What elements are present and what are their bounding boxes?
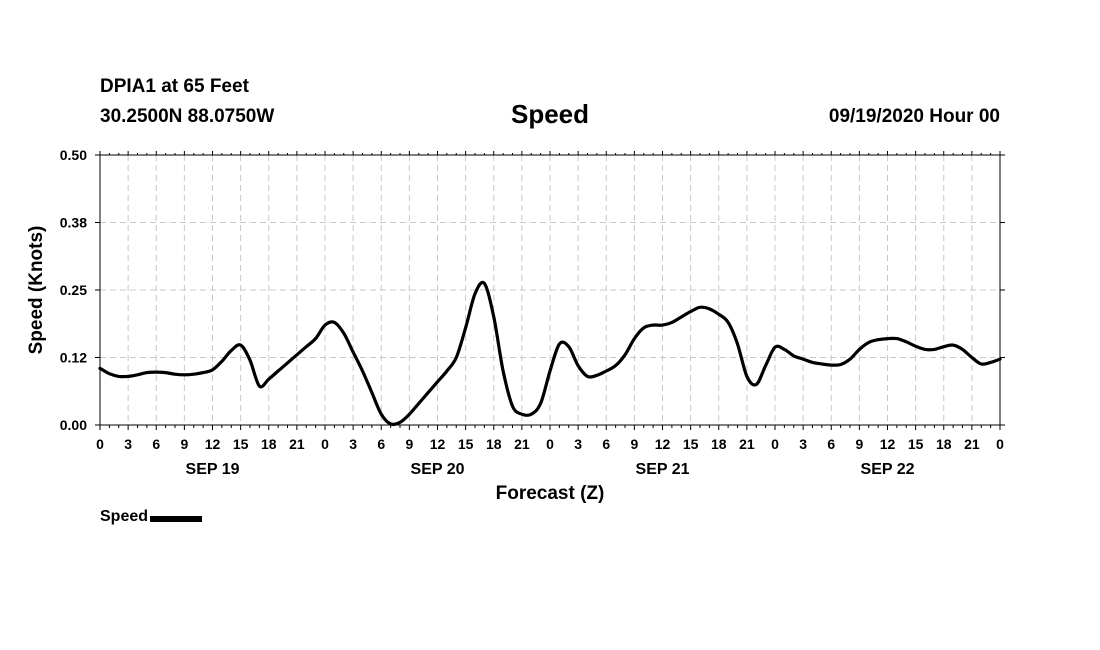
x-tick-label: 0 [96, 436, 104, 452]
chart-title: Speed [510, 99, 590, 129]
x-tick-label: 15 [233, 436, 249, 452]
y-tick-label: 0.00 [60, 417, 87, 433]
x-tick-label: 9 [180, 436, 188, 452]
y-tick-label: 0.38 [60, 215, 87, 231]
station-name: DPIA1 at 65 Feet [100, 76, 249, 97]
x-tick-label: 21 [514, 436, 530, 452]
x-tick-label: 12 [880, 436, 896, 452]
x-tick-label: 12 [655, 436, 671, 452]
day-label: SEP 19 [186, 461, 240, 478]
x-tick-label: 3 [124, 436, 132, 452]
x-tick-label: 15 [908, 436, 924, 452]
x-tick-label: 3 [349, 436, 357, 452]
x-tick-label: 6 [602, 436, 610, 452]
x-axis-label: Forecast (Z) [495, 483, 605, 504]
day-label: SEP 20 [411, 461, 465, 478]
x-tick-label: 6 [152, 436, 160, 452]
x-tick-label: 6 [377, 436, 385, 452]
day-label: SEP 22 [861, 461, 915, 478]
forecast-datetime: 09/19/2020 Hour 00 [828, 106, 1000, 127]
x-tick-label: 3 [574, 436, 582, 452]
x-tick-label: 9 [855, 436, 863, 452]
day-label: SEP 21 [636, 461, 690, 478]
x-tick-label: 0 [996, 436, 1004, 452]
y-axis-label: Speed (Knots) [26, 225, 47, 355]
x-tick-label: 21 [289, 436, 305, 452]
x-tick-label: 9 [630, 436, 638, 452]
x-tick-label: 18 [486, 436, 502, 452]
x-tick-label: 18 [936, 436, 952, 452]
x-tick-label: 9 [405, 436, 413, 452]
x-tick-label: 18 [711, 436, 727, 452]
y-tick-label: 0.50 [60, 147, 87, 163]
station-coordinates: 30.2500N 88.0750W [100, 106, 275, 127]
speed-series-line [98, 280, 1002, 427]
legend-swatch [150, 516, 203, 522]
x-tick-label: 18 [261, 436, 277, 452]
legend-label: Speed [100, 508, 149, 525]
x-tick-label: 15 [683, 436, 699, 452]
x-tick-label: 6 [827, 436, 835, 452]
x-tick-label: 12 [430, 436, 446, 452]
x-tick-label: 0 [771, 436, 779, 452]
x-tick-label: 21 [739, 436, 755, 452]
x-tick-label: 15 [458, 436, 474, 452]
x-tick-label: 12 [205, 436, 221, 452]
x-tick-label: 21 [964, 436, 980, 452]
y-tick-label: 0.25 [60, 282, 87, 298]
x-tick-label: 0 [321, 436, 329, 452]
y-tick-label: 0.12 [60, 350, 87, 366]
legend: Speed [100, 508, 203, 526]
x-tick-label: 0 [546, 436, 554, 452]
x-tick-label: 3 [799, 436, 807, 452]
